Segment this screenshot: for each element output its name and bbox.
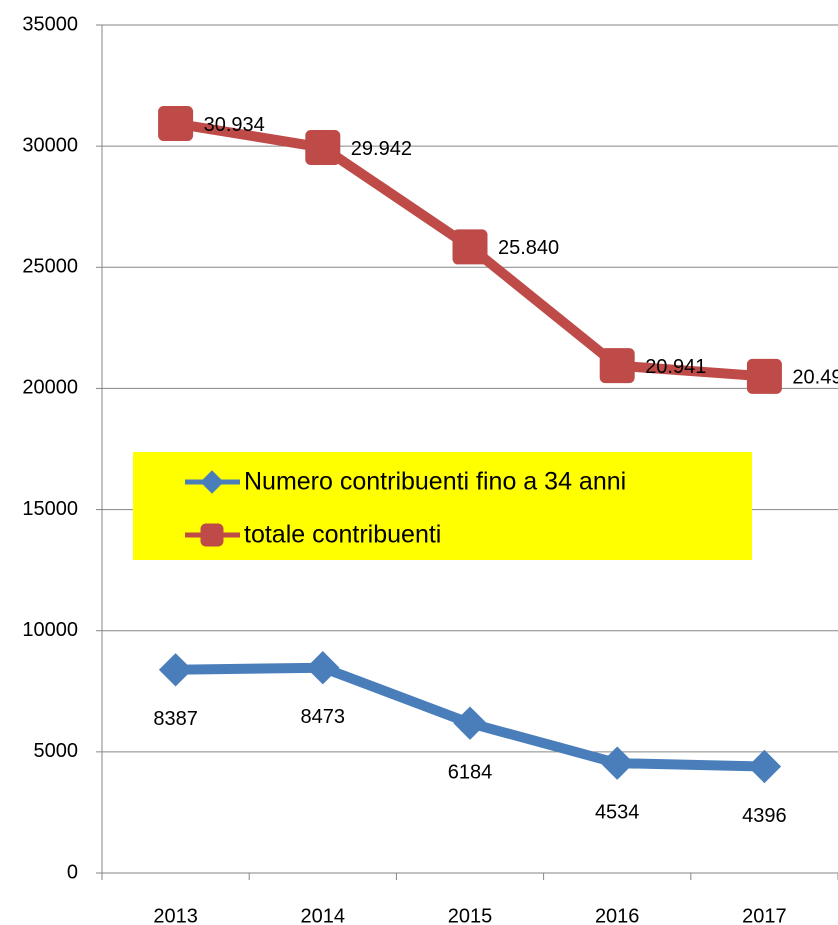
data-point: [746, 358, 782, 394]
y-tick-label: 25000: [22, 256, 78, 278]
data-point: [600, 746, 634, 780]
legend-label: totale contribuenti: [244, 521, 441, 549]
y-tick-label: 5000: [34, 740, 79, 762]
y-tick-label: 15000: [22, 498, 78, 520]
data-label: 29.942: [351, 138, 412, 160]
data-point: [453, 706, 487, 740]
data-point: [158, 106, 194, 142]
data-label: 4396: [742, 805, 787, 827]
x-tick-label: 2016: [595, 905, 640, 925]
data-label: 8387: [153, 708, 198, 730]
y-tick-label: 35000: [22, 13, 78, 35]
data-label: 6184: [448, 761, 493, 783]
x-tick-label: 2013: [153, 905, 198, 925]
y-tick-label: 20000: [22, 377, 78, 399]
data-label: 20.941: [645, 356, 706, 378]
legend-marker: [200, 523, 224, 547]
data-point: [599, 348, 635, 384]
data-label: 8473: [301, 706, 346, 728]
x-tick-label: 2015: [448, 905, 493, 925]
data-label: 20.498: [792, 367, 838, 389]
data-point: [747, 749, 782, 784]
y-tick-label: 0: [67, 861, 78, 883]
legend-box: [133, 452, 752, 560]
data-label: 25.840: [498, 237, 559, 259]
x-tick-label: 2017: [742, 905, 787, 925]
data-label: 4534: [595, 801, 640, 823]
y-tick-label: 30000: [22, 134, 78, 156]
data-point: [305, 130, 341, 166]
x-tick-label: 2014: [301, 905, 346, 925]
data-point: [452, 229, 488, 265]
data-point: [158, 653, 193, 687]
legend-label: Numero contribuenti fino a 34 anni: [244, 468, 626, 496]
legend-marker: [200, 470, 224, 494]
data-point: [306, 651, 340, 685]
data-label: 30.934: [204, 114, 265, 136]
y-tick-label: 10000: [22, 619, 78, 641]
